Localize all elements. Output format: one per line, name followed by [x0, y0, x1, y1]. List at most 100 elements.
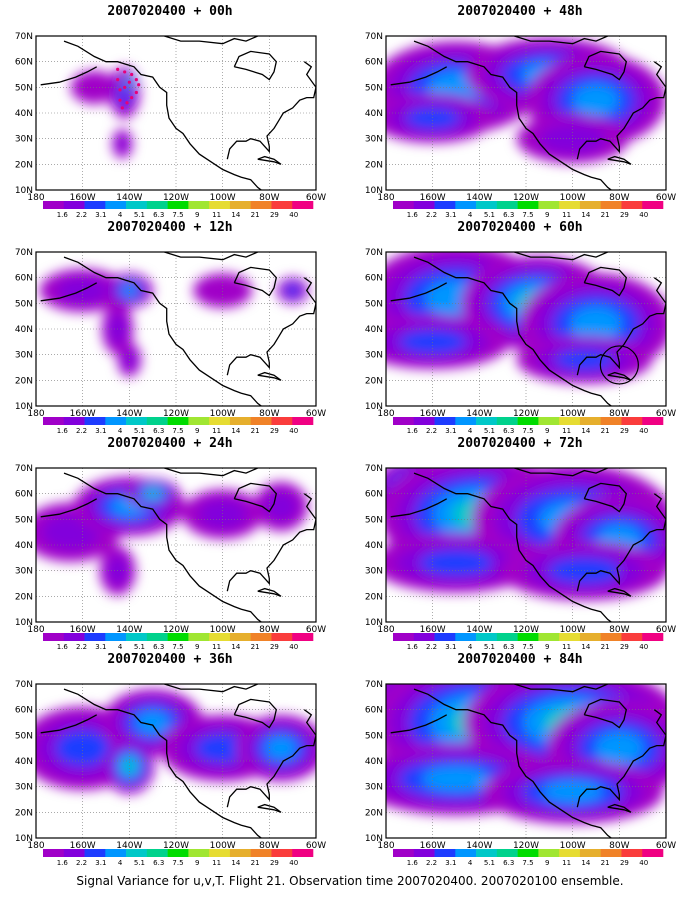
colorbar-swatch [209, 201, 231, 209]
lon-tick-label: 100W [560, 193, 586, 203]
variance-contour [135, 711, 170, 734]
colorbar-label: 14 [581, 427, 590, 435]
lat-tick-label: 20N [365, 592, 383, 602]
colorbar-label: 21 [251, 427, 260, 435]
colorbar-label: 40 [639, 643, 648, 651]
lon-tick-label: 60W [656, 193, 676, 203]
colorbar-label: 9 [545, 427, 549, 435]
lat-tick-label: 50N [15, 299, 33, 309]
lat-tick-label: 20N [365, 160, 383, 170]
colorbar-label: 14 [231, 211, 240, 219]
colorbar-swatch [43, 417, 65, 425]
colorbar-label: 40 [639, 427, 648, 435]
colorbar-swatch [496, 633, 518, 641]
lon-tick-label: 180 [377, 841, 394, 851]
lon-tick-label: 120W [513, 841, 539, 851]
variance-contour [595, 732, 644, 765]
lon-tick-label: 100W [560, 409, 586, 419]
map-panel: 70N 60N 50N 40N 30N 20N 10N 180 160W 140W 120W 100W… [0, 220, 340, 435]
coastline [40, 468, 316, 622]
variance-contour [122, 758, 137, 774]
colorbar-swatch [167, 849, 189, 857]
lat-tick-label: 60N [365, 58, 383, 68]
colorbar-swatch [63, 633, 85, 641]
lat-tick-label: 20N [365, 376, 383, 386]
lat-tick-label: 50N [15, 83, 33, 93]
lat-tick-label: 70N [365, 464, 383, 474]
lon-tick-label: 120W [513, 409, 539, 419]
panel-title: 2007020400 + 48h [457, 4, 583, 19]
colorbar-swatch [229, 633, 251, 641]
colorbar-swatch [621, 633, 643, 641]
colorbar-label: 9 [195, 859, 199, 867]
colorbar-label: 2.2 [426, 211, 437, 219]
colorbar-label: 4 [468, 211, 473, 219]
lon-tick-label: 160W [420, 625, 446, 635]
lon-tick-label: 160W [420, 193, 446, 203]
colorbar-swatch [105, 633, 127, 641]
colorbar-label: 40 [289, 427, 298, 435]
lon-tick-label: 180 [377, 193, 394, 203]
colorbar-label: 21 [601, 427, 610, 435]
colorbar-label: 29 [270, 643, 279, 651]
colorbar-label: 5.1 [484, 211, 495, 219]
colorbar-label: 1.6 [407, 859, 419, 867]
lon-tick-label: 120W [163, 625, 189, 635]
colorbar-label: 3.1 [445, 211, 456, 219]
colorbar-swatch [642, 417, 664, 425]
lat-tick-label: 60N [365, 706, 383, 716]
colorbar-label: 1.6 [57, 427, 69, 435]
lat-tick-label: 10N [365, 186, 383, 196]
colorbar-label: 21 [251, 859, 260, 867]
colorbar-swatch [167, 633, 189, 641]
lon-tick-label: 80W [259, 625, 279, 635]
lon-tick-label: 120W [513, 625, 539, 635]
lon-tick-label: 100W [210, 409, 236, 419]
colorbar-label: 14 [581, 211, 590, 219]
lat-tick-label: 60N [365, 274, 383, 284]
colorbar-swatch [105, 849, 127, 857]
variance-contour [285, 284, 300, 297]
colorbar-swatch [188, 633, 210, 641]
lat-tick-label: 70N [365, 32, 383, 42]
lat-tick-label: 50N [15, 731, 33, 741]
colorbar-swatch [126, 633, 148, 641]
colorbar-label: 4 [468, 427, 473, 435]
colorbar-swatch [496, 417, 518, 425]
variance-contour [121, 284, 138, 297]
lon-tick-label: 100W [560, 625, 586, 635]
observation-dots [116, 67, 141, 110]
colorbar-swatch [476, 201, 498, 209]
colorbar-label: 7.5 [522, 427, 533, 435]
colorbar-swatch [84, 417, 106, 425]
colorbar-swatch [188, 849, 210, 857]
colorbar: 1.6 2.2 3.1 4 5.1 6.3 7.5 9 11 14 21 29 40 [43, 849, 314, 867]
lat-tick-label: 20N [15, 160, 33, 170]
panel-title: 2007020400 + 36h [107, 652, 233, 667]
colorbar-swatch [393, 633, 415, 641]
colorbar-swatch [271, 849, 293, 857]
colorbar-label: 2.2 [76, 859, 87, 867]
colorbar-swatch [559, 633, 581, 641]
colorbar-swatch [250, 201, 272, 209]
colorbar-swatch [292, 417, 314, 425]
variance-contour [122, 349, 137, 371]
colorbar-swatch [476, 849, 498, 857]
colorbar: 1.6 2.2 3.1 4 5.1 6.3 7.5 9 11 14 21 29 40 [393, 849, 664, 867]
colorbar-label: 3.1 [445, 643, 456, 651]
variance-contour [70, 70, 118, 104]
lon-tick-label: 80W [609, 625, 629, 635]
lon-tick-label: 140W [466, 841, 492, 851]
lon-tick-label: 140W [116, 409, 142, 419]
colorbar-label: 14 [231, 427, 240, 435]
variance-contour [193, 273, 253, 308]
colorbar-label: 4 [468, 643, 473, 651]
lon-tick-label: 120W [163, 841, 189, 851]
colorbar-swatch [621, 201, 643, 209]
lon-tick-label: 100W [560, 841, 586, 851]
colorbar-label: 7.5 [172, 427, 183, 435]
